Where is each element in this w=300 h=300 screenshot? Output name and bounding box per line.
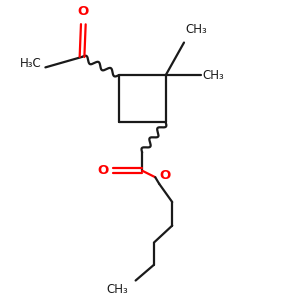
Text: CH₃: CH₃ <box>185 23 207 36</box>
Text: O: O <box>159 169 170 182</box>
Text: H₃C: H₃C <box>20 57 41 70</box>
Text: O: O <box>78 5 89 18</box>
Text: CH₃: CH₃ <box>202 69 224 82</box>
Text: O: O <box>97 164 108 177</box>
Text: CH₃: CH₃ <box>106 283 128 296</box>
